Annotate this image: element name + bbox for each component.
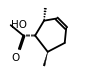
Polygon shape (43, 52, 48, 66)
Text: HO: HO (11, 20, 27, 30)
Text: O: O (11, 53, 19, 63)
